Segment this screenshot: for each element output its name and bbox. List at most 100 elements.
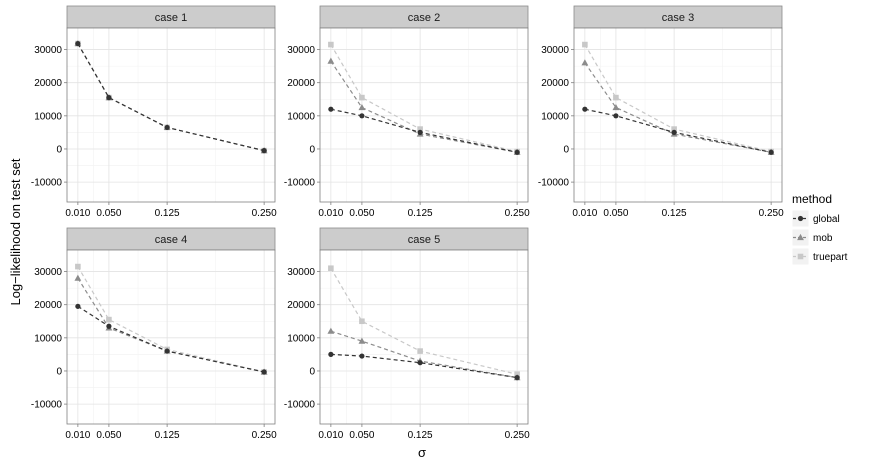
plot-border: [573, 27, 783, 203]
series-line-truepart: [584, 44, 772, 153]
x-tick-label: 0.125: [155, 430, 180, 441]
y-tick-label: 10000: [287, 333, 315, 344]
x-tick-label: 0.250: [252, 430, 277, 441]
series-line-mob: [330, 60, 518, 153]
y-tick-label: 10000: [34, 333, 62, 344]
y-tick-label: 10000: [34, 111, 62, 122]
data-point-truepart: [359, 94, 365, 101]
y-tick-label: 20000: [541, 78, 569, 89]
legend-marker: [797, 215, 804, 222]
series-global: [75, 303, 267, 375]
x-tick-label: 0.250: [505, 430, 530, 441]
data-point-global: [164, 124, 170, 131]
y-tick-label: 30000: [34, 45, 62, 56]
data-point-truepart: [417, 126, 423, 132]
x-tick-label: 0.125: [662, 208, 687, 219]
chart-panels: case 1 -10000 0 10000 20000 30000 0.010 0.050 0.…: [31, 5, 784, 441]
plot-border: [319, 27, 529, 203]
data-point-truepart: [359, 318, 365, 325]
y-tick-label: 30000: [34, 267, 62, 278]
y-tick-label: 20000: [34, 78, 62, 89]
x-tick-label: 0.050: [349, 430, 374, 441]
x-tick-label: 0.125: [155, 208, 180, 219]
y-tick-label: 30000: [287, 45, 315, 56]
x-tick-label: 0.125: [408, 430, 433, 441]
y-tick-label: -10000: [284, 400, 316, 411]
y-tick-label: 0: [56, 144, 62, 155]
series-line-truepart: [77, 266, 265, 373]
x-tick-label: 0.050: [603, 208, 628, 219]
data-point-global: [582, 106, 588, 112]
panel-3: case 3 -10000 0 10000 20000 30000 0.010 0.050 0.…: [538, 5, 784, 219]
y-tick-label: 0: [56, 366, 62, 377]
data-point-global: [671, 129, 677, 135]
legend-item-mob: mob: [791, 228, 833, 247]
plot-area: [574, 28, 782, 202]
y-tick-label: 20000: [287, 300, 315, 311]
series-line-global: [77, 43, 265, 152]
data-point-global: [613, 113, 619, 119]
y-tick-label: 0: [563, 144, 569, 155]
data-point-global: [359, 113, 365, 119]
x-tick-label: 0.010: [318, 430, 343, 441]
data-point-mob: [581, 59, 589, 66]
series-line-truepart: [330, 44, 518, 153]
x-axis-title: σ: [418, 445, 426, 460]
facet-title: case 3: [662, 12, 694, 24]
series-global: [582, 106, 774, 155]
data-point-truepart: [417, 348, 423, 354]
data-point-mob: [327, 327, 335, 334]
panel-2: case 2 -10000 0 10000 20000 30000 0.010 0.050 0.…: [284, 5, 530, 219]
data-point-global: [417, 360, 423, 366]
data-point-mob: [74, 274, 82, 281]
legend-label: mob: [813, 233, 833, 244]
x-tick-label: 0.250: [252, 208, 277, 219]
x-tick-label: 0.050: [96, 208, 121, 219]
series-line-mob: [330, 330, 518, 379]
data-point-global: [75, 303, 81, 309]
y-tick-label: 0: [309, 144, 315, 155]
y-tick-label: 0: [309, 366, 315, 377]
data-point-truepart: [75, 263, 81, 270]
plot-border: [319, 249, 529, 425]
plot-area: [320, 250, 528, 424]
series-global: [328, 106, 520, 155]
plot-border: [66, 249, 276, 425]
series-line-mob: [584, 62, 772, 153]
x-tick-label: 0.250: [505, 208, 530, 219]
x-tick-label: 0.010: [65, 430, 90, 441]
data-point-global: [328, 106, 334, 112]
x-tick-label: 0.050: [96, 430, 121, 441]
series-line-global: [77, 305, 265, 373]
legend-marker: [797, 253, 804, 260]
x-tick-label: 0.010: [572, 208, 597, 219]
y-tick-label: 10000: [541, 111, 569, 122]
plot-area: [320, 28, 528, 202]
y-tick-label: 20000: [287, 78, 315, 89]
data-point-mob: [612, 103, 620, 111]
panel-5: case 5 -10000 0 10000 20000 30000 0.010 0.050 0.…: [284, 227, 530, 441]
data-point-truepart: [671, 126, 677, 132]
data-point-mob: [358, 103, 366, 111]
panel-1: case 1 -10000 0 10000 20000 30000 0.010 0.050 0.…: [31, 5, 277, 219]
data-point-global: [164, 348, 170, 354]
data-point-mob: [327, 57, 335, 64]
facet-title: case 5: [408, 234, 440, 246]
y-tick-label: 10000: [287, 111, 315, 122]
data-point-global: [106, 95, 112, 101]
data-point-global: [417, 129, 423, 135]
y-axis-title: Log−likelihood on test set: [8, 158, 23, 305]
data-point-global: [514, 149, 520, 155]
data-point-mob: [358, 337, 366, 344]
y-tick-label: 30000: [541, 45, 569, 56]
facet-title: case 4: [155, 234, 187, 246]
data-point-truepart: [106, 316, 112, 323]
data-point-truepart: [582, 41, 588, 48]
series-line-global: [330, 353, 518, 379]
data-point-global: [328, 351, 334, 357]
legend-item-global: global: [791, 209, 840, 228]
legend-marker: [797, 233, 804, 241]
data-point-truepart: [613, 94, 619, 101]
data-point-global: [75, 40, 81, 47]
legend-item-truepart: truepart: [791, 247, 848, 266]
